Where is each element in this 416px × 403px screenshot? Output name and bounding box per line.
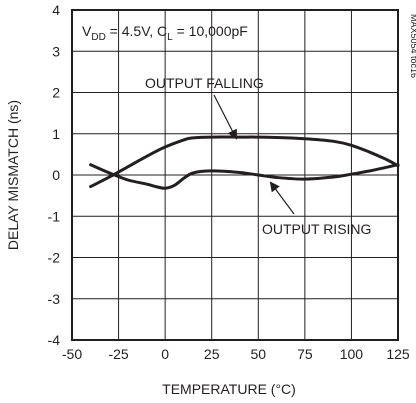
figure-id: MAX5054 toc16 [409, 14, 416, 78]
annotations: OUTPUT FALLING OUTPUT RISING [145, 75, 371, 237]
series-lines [89, 135, 400, 190]
conditions-label: VDD = 4.5V, CL = 10,000pF [82, 23, 248, 43]
y-tick-label: 4 [52, 2, 60, 18]
x-tick-label: -50 [62, 346, 82, 362]
annotation-output-falling: OUTPUT FALLING [145, 75, 264, 91]
y-tick-label: -4 [48, 332, 61, 348]
x-axis-title: TEMPERATURE (°C) [162, 381, 296, 397]
cl-subscript: L [167, 32, 173, 43]
series-line-output-rising [89, 163, 400, 190]
vdd-value: = 4.5V, C [106, 23, 167, 39]
tick-labels: -50 -25 0 25 50 75 100 125 -4 -3 -2 -1 0 1 2 3 4 [48, 2, 410, 362]
y-tick-label: -3 [48, 291, 61, 307]
x-tick-label: 75 [297, 346, 313, 362]
x-tick-label: 50 [250, 346, 266, 362]
y-axis-title: DELAY MISMATCH (ns) [5, 100, 21, 250]
series-line-output-falling [89, 135, 400, 189]
y-tick-label: 2 [52, 85, 60, 101]
x-tick-label: 0 [161, 346, 169, 362]
plot-frame [71, 9, 399, 341]
y-tick-label: 0 [52, 167, 60, 183]
x-tick-label: 125 [386, 346, 410, 362]
cl-value: = 10,000pF [173, 23, 248, 39]
annotation-output-rising: OUTPUT RISING [262, 221, 371, 237]
x-tick-label: -25 [108, 346, 128, 362]
x-tick-label: 25 [204, 346, 220, 362]
y-tick-label: 3 [52, 43, 60, 59]
x-tick-label: 100 [340, 346, 364, 362]
vdd-subscript: DD [91, 32, 105, 43]
y-tick-label: -1 [48, 208, 61, 224]
annotation-arrow-output-falling [213, 94, 237, 140]
y-tick-label: 1 [52, 126, 60, 142]
annotation-arrow-output-rising [269, 181, 295, 215]
y-tick-label: -2 [48, 250, 61, 266]
